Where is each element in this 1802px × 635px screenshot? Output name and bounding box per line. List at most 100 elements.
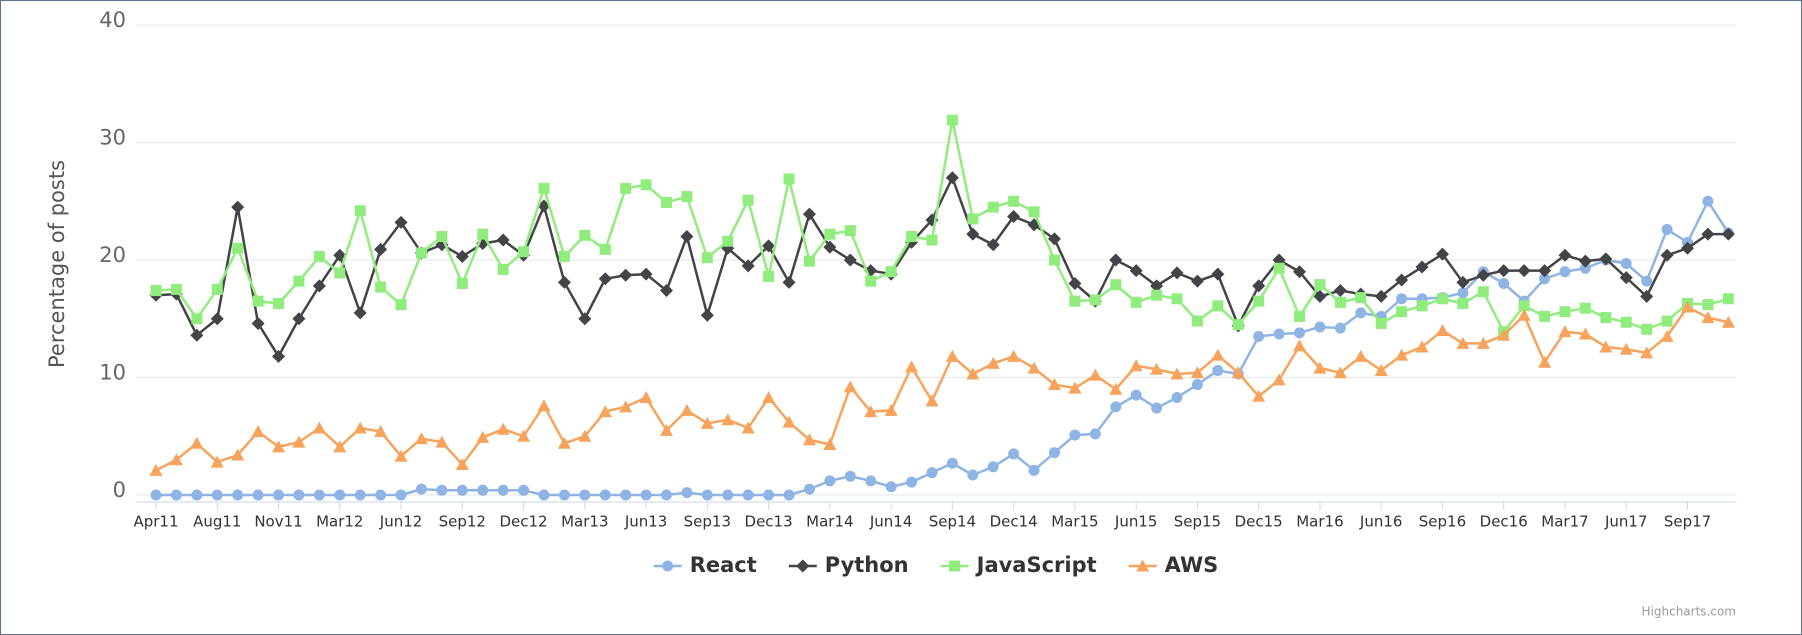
point — [1498, 278, 1510, 289]
point — [1069, 295, 1081, 307]
point — [763, 270, 775, 282]
point — [598, 405, 612, 418]
point — [966, 227, 980, 241]
point — [578, 429, 592, 442]
point — [415, 483, 427, 495]
point — [1109, 382, 1123, 395]
point — [1211, 267, 1225, 281]
point — [210, 455, 224, 468]
point — [293, 275, 305, 287]
point — [579, 229, 591, 241]
point — [721, 413, 735, 426]
point — [1171, 391, 1183, 403]
point — [477, 228, 489, 240]
point — [1212, 300, 1224, 312]
point — [741, 421, 755, 434]
point — [1396, 306, 1408, 318]
point — [273, 297, 285, 309]
point — [1415, 340, 1429, 353]
point — [334, 489, 346, 501]
point — [906, 476, 918, 488]
point — [1477, 286, 1489, 298]
point — [722, 235, 734, 247]
point — [681, 191, 693, 203]
point — [1314, 279, 1326, 291]
point — [375, 489, 387, 501]
point — [538, 489, 550, 501]
point — [1314, 321, 1326, 333]
point — [1539, 273, 1551, 285]
point — [231, 200, 245, 214]
point — [1088, 368, 1102, 381]
point — [394, 449, 408, 462]
point — [681, 487, 693, 499]
x-tick-label: Mar17 — [1541, 513, 1588, 531]
point — [946, 457, 958, 469]
point — [1457, 287, 1469, 299]
point — [232, 242, 244, 254]
point — [1355, 292, 1367, 304]
point — [477, 484, 489, 496]
point — [1578, 327, 1592, 340]
point — [455, 249, 469, 263]
x-tick-label: Jun13 — [624, 513, 668, 531]
x-tick-label: Mar14 — [806, 513, 853, 531]
point — [394, 215, 408, 229]
point — [538, 182, 550, 194]
point — [905, 360, 919, 373]
point — [844, 470, 856, 482]
point — [150, 285, 162, 297]
point — [824, 475, 836, 487]
point — [375, 281, 387, 293]
x-tick-label: Mar12 — [316, 513, 363, 531]
point — [1354, 349, 1368, 362]
point — [1171, 293, 1183, 305]
point — [824, 228, 836, 240]
legend-label: Python — [825, 553, 909, 577]
point — [1538, 264, 1552, 278]
point — [680, 403, 694, 416]
point — [802, 207, 816, 221]
point — [1333, 366, 1347, 379]
x-tick-label: Jun17 — [1604, 513, 1648, 531]
point — [639, 267, 653, 281]
legend-label: AWS — [1165, 553, 1219, 577]
x-tick-label: Mar15 — [1051, 513, 1098, 531]
point — [1129, 264, 1143, 278]
point — [680, 230, 694, 243]
point — [926, 234, 938, 246]
point — [1273, 262, 1285, 274]
point — [1047, 232, 1061, 246]
point — [1559, 306, 1571, 318]
point — [395, 489, 407, 501]
x-tick-label: Aug11 — [193, 513, 241, 531]
point — [865, 475, 877, 487]
point — [1558, 248, 1572, 262]
point — [333, 248, 347, 262]
point — [353, 306, 367, 320]
point — [1027, 361, 1041, 374]
point — [518, 484, 530, 496]
point — [1048, 447, 1060, 459]
point — [170, 283, 182, 295]
point — [1476, 268, 1490, 282]
point — [272, 349, 286, 363]
point — [1395, 273, 1409, 287]
legend-symbol — [662, 560, 674, 572]
point — [1539, 310, 1551, 322]
point — [1517, 264, 1531, 278]
point — [1130, 389, 1142, 401]
point — [312, 421, 326, 434]
point — [763, 489, 775, 501]
point — [251, 316, 265, 330]
point — [1252, 279, 1266, 293]
point — [1007, 349, 1021, 362]
point — [415, 247, 427, 259]
point — [292, 435, 306, 448]
point — [1722, 293, 1734, 305]
point — [1619, 342, 1633, 355]
point — [1599, 340, 1613, 353]
point — [1110, 279, 1122, 291]
legend-item: AWS — [1128, 553, 1219, 577]
